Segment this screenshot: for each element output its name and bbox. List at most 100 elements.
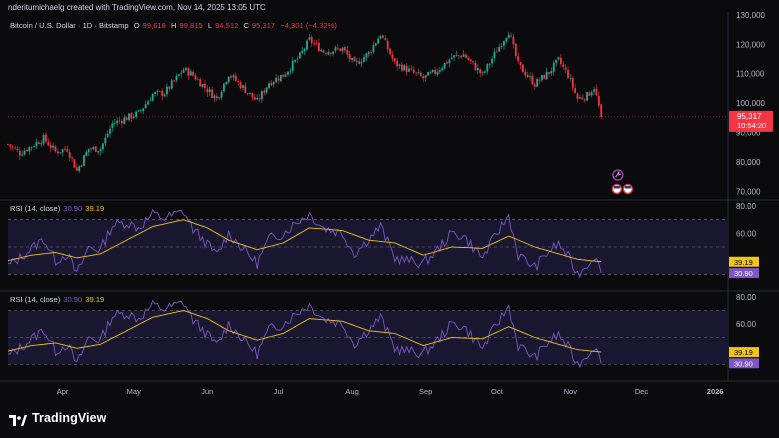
candle-body <box>97 151 100 153</box>
candle-body <box>583 99 586 101</box>
candle-body <box>412 69 415 73</box>
candle-body <box>218 97 221 99</box>
rsi-ma-tag-value: 39.19 <box>734 348 753 357</box>
candle-body <box>593 89 596 92</box>
candle-body <box>457 55 460 57</box>
us-flag-icon <box>622 183 634 195</box>
candle-body <box>567 69 569 78</box>
candle-body <box>512 36 515 45</box>
candle-body <box>163 94 166 97</box>
candle-body <box>353 57 356 62</box>
candle-body <box>417 72 420 74</box>
rsi-legend-2[interactable]: RSI (14, close) 30.90 39.19 <box>10 295 104 304</box>
flag-detail <box>624 186 631 189</box>
candle-body <box>313 43 316 45</box>
candle-body <box>484 71 486 73</box>
rsi-legend-1[interactable]: RSI (14, close) 30.90 39.19 <box>10 204 104 213</box>
candle-body <box>448 59 451 64</box>
candle-body <box>543 74 546 79</box>
candle-body <box>251 92 254 98</box>
candle-body <box>391 54 394 59</box>
event-marker-bolt-icon <box>615 170 622 178</box>
candle-body <box>522 64 524 73</box>
candle-body <box>408 68 410 72</box>
candle-body <box>588 92 591 96</box>
candle-body <box>443 62 446 69</box>
candle-body <box>419 72 422 76</box>
candle-body <box>571 77 574 88</box>
candle-body <box>415 72 418 74</box>
candle-body <box>370 52 372 53</box>
candle-body <box>242 85 244 88</box>
candle-body <box>111 123 114 128</box>
candle-body <box>30 146 33 148</box>
candle-body <box>275 77 278 83</box>
candle-body <box>429 72 432 74</box>
candle-body <box>175 75 178 81</box>
candle-body <box>173 80 176 82</box>
candle-body <box>139 110 142 112</box>
candle-body <box>170 80 173 89</box>
flag-detail <box>613 186 620 189</box>
candle-body <box>49 145 52 149</box>
candle-body <box>555 59 558 63</box>
candle-body <box>578 97 581 99</box>
tradingview-logo-icon <box>9 413 27 426</box>
us-flag-icon <box>611 183 623 195</box>
candle-body <box>472 61 474 63</box>
high-value: 99,815 <box>179 21 203 30</box>
candle-body <box>503 41 505 46</box>
candle-body <box>64 148 66 150</box>
candle-body <box>284 74 287 77</box>
candle-body <box>339 48 342 52</box>
candle-body <box>116 120 119 124</box>
candle-body <box>479 68 482 74</box>
time-tick-label: Jul <box>274 387 284 396</box>
candle-body <box>26 150 28 152</box>
candle-body <box>263 90 266 93</box>
candle-body <box>237 81 240 83</box>
candle-body <box>469 59 472 62</box>
rsi-tag <box>729 358 759 369</box>
candle-body <box>282 74 285 77</box>
candle-body <box>42 134 45 144</box>
candle-body <box>329 52 332 54</box>
candle-body <box>325 53 327 55</box>
candle-body <box>455 55 458 56</box>
candle-body <box>488 63 491 65</box>
candle-body <box>80 165 83 167</box>
candle-body <box>180 73 183 74</box>
rsi-line <box>7 208 602 279</box>
candle-body <box>562 64 565 67</box>
price-tick-label: 70,000 <box>736 187 761 196</box>
candle-body <box>517 56 520 62</box>
rsi-pane-1 <box>7 208 727 279</box>
candle-body <box>75 167 78 171</box>
rsi-band <box>8 219 727 275</box>
candle-body <box>396 60 399 67</box>
candle-body <box>123 117 126 124</box>
candle-body <box>287 71 289 75</box>
price-tick-label: 120,000 <box>736 40 765 49</box>
symbol-name: Bitcoin / U.S. Dollar · 1D · Bitstamp <box>10 21 129 30</box>
candle-body <box>85 152 88 156</box>
price-tick-label: 90,000 <box>736 129 761 138</box>
rsi-tick-label: 60.00 <box>736 229 757 238</box>
candle-body <box>45 134 47 142</box>
rsi-title: RSI (14, close) <box>10 204 61 213</box>
candle-body <box>279 75 282 82</box>
candle-body <box>493 51 496 59</box>
candle-body <box>431 69 434 73</box>
tradingview-logo[interactable]: TradingView <box>9 411 107 426</box>
candle-body <box>213 95 216 99</box>
rsi-value: 30.90 <box>63 295 83 304</box>
candle-body <box>296 58 299 60</box>
candle-body <box>261 91 263 100</box>
candle-body <box>541 75 543 81</box>
candle-body <box>14 147 17 149</box>
candle-body <box>135 111 138 118</box>
candle-body <box>265 87 268 93</box>
candle-body <box>33 146 36 148</box>
